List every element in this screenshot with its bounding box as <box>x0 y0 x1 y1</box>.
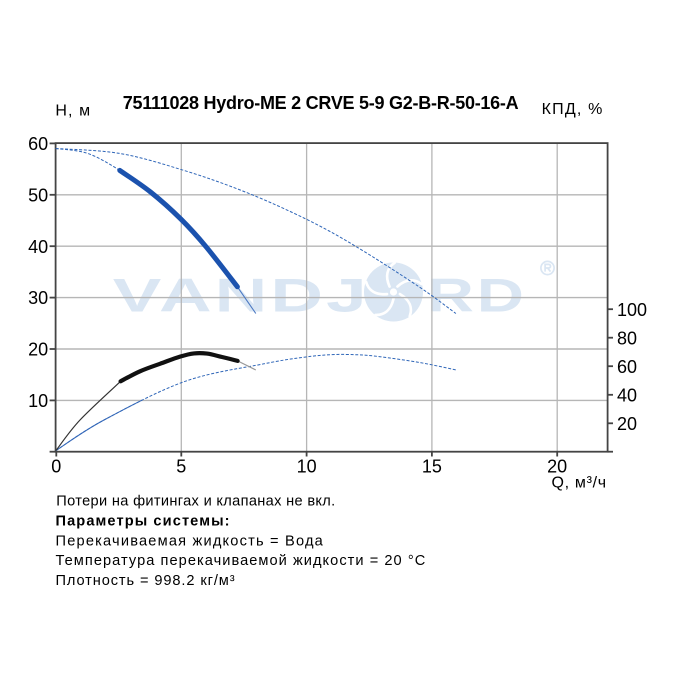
svg-text:10: 10 <box>28 391 48 411</box>
svg-text:Параметры системы:: Параметры системы: <box>56 513 231 529</box>
svg-text:20: 20 <box>547 457 567 477</box>
svg-text:0: 0 <box>51 457 61 477</box>
svg-text:VANDJ: VANDJ <box>113 269 370 321</box>
svg-text:5: 5 <box>176 457 186 477</box>
svg-text:40: 40 <box>617 385 637 405</box>
svg-text:60: 60 <box>617 357 637 377</box>
svg-text:Потери на фитингах и клапанах: Потери на фитингах и клапанах не вкл. <box>56 494 335 510</box>
svg-text:10: 10 <box>297 457 317 477</box>
svg-text:40: 40 <box>28 237 48 257</box>
svg-text:Перекачиваемая жидкость = Вода: Перекачиваемая жидкость = Вода <box>56 533 325 549</box>
svg-text:Q, м³/ч: Q, м³/ч <box>552 475 607 492</box>
svg-text:100: 100 <box>617 300 647 320</box>
svg-text:30: 30 <box>28 288 48 308</box>
svg-text:20: 20 <box>617 414 637 434</box>
svg-text:50: 50 <box>28 185 48 205</box>
svg-text:КПД, %: КПД, % <box>542 101 604 118</box>
svg-text:15: 15 <box>422 457 442 477</box>
svg-text:Н, м: Н, м <box>55 103 91 120</box>
svg-text:Плотность = 998.2 кг/м³: Плотность = 998.2 кг/м³ <box>56 573 236 589</box>
svg-text:Температура перекачиваемой жид: Температура перекачиваемой жидкости = 20… <box>56 553 427 569</box>
svg-text:75111028 Hydro-ME 2 CRVE 5-9 G: 75111028 Hydro-ME 2 CRVE 5-9 G2-B-R-50-1… <box>123 93 519 113</box>
svg-text:60: 60 <box>28 134 48 154</box>
svg-text:RD: RD <box>427 269 527 322</box>
svg-text:20: 20 <box>28 340 48 360</box>
svg-text:80: 80 <box>617 328 637 348</box>
